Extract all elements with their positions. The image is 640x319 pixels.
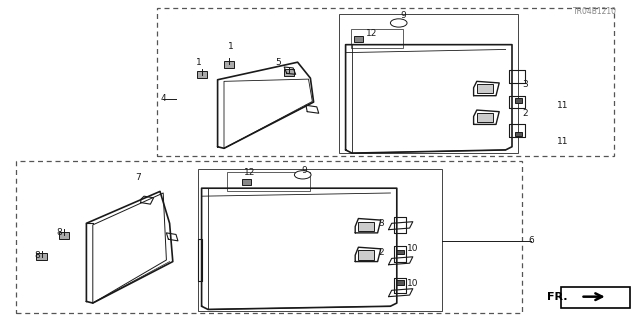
Text: 2: 2	[522, 109, 527, 118]
Text: 7: 7	[135, 173, 140, 182]
Bar	[227, 172, 310, 191]
Bar	[477, 84, 493, 93]
Text: 5: 5	[276, 58, 281, 67]
Text: 10: 10	[407, 244, 419, 253]
Text: 10: 10	[407, 279, 419, 288]
Text: FR.: FR.	[547, 292, 568, 302]
Text: 3: 3	[522, 80, 527, 89]
Text: 11: 11	[557, 137, 569, 146]
Ellipse shape	[390, 19, 407, 27]
Text: 4: 4	[161, 94, 166, 103]
Text: TR04B1210: TR04B1210	[573, 7, 617, 16]
Text: 3: 3	[378, 219, 383, 228]
Bar	[157, 8, 614, 156]
Bar	[242, 179, 251, 185]
Bar	[351, 29, 403, 48]
Text: 12: 12	[244, 168, 255, 177]
Text: 9: 9	[401, 11, 406, 20]
Text: 1: 1	[196, 58, 201, 67]
Ellipse shape	[294, 171, 311, 179]
Text: 2: 2	[378, 248, 383, 256]
Bar	[358, 250, 374, 260]
Bar	[16, 161, 522, 313]
Bar	[515, 98, 522, 103]
Bar	[339, 14, 518, 153]
Text: 11: 11	[557, 101, 569, 110]
Text: 9: 9	[301, 166, 307, 175]
Bar	[284, 69, 294, 76]
Text: 8: 8	[35, 251, 40, 260]
Bar	[36, 253, 47, 260]
Bar	[396, 249, 404, 255]
Bar	[198, 169, 442, 311]
Bar	[477, 113, 493, 122]
Bar	[224, 61, 234, 68]
Bar	[197, 71, 207, 78]
Text: 1: 1	[228, 42, 233, 51]
Text: 6: 6	[529, 236, 534, 245]
Bar	[358, 222, 374, 231]
Text: 8: 8	[56, 228, 61, 237]
Bar	[59, 232, 69, 239]
Bar	[354, 36, 363, 42]
Bar	[515, 132, 522, 137]
Text: 12: 12	[365, 29, 377, 38]
Bar	[561, 287, 630, 308]
Bar	[396, 280, 404, 285]
